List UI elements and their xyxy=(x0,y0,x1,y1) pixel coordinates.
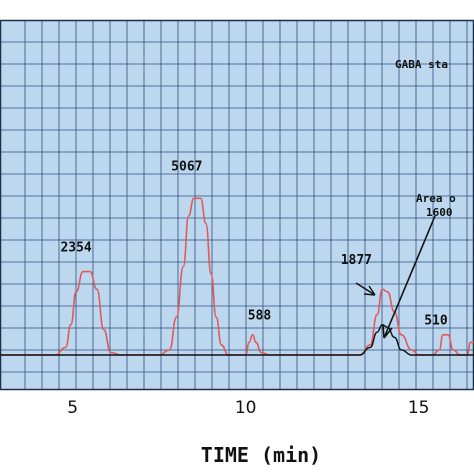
peak-label: 2354 xyxy=(60,240,91,255)
peak-labels: 2354 5067 588 1877 510 xyxy=(60,159,447,328)
x-tick-label: 15 xyxy=(408,398,430,418)
x-tick-labels: 5 10 15 xyxy=(67,398,429,418)
x-tick-label: 5 xyxy=(67,398,78,418)
series-layer xyxy=(0,197,474,356)
annotation-standard: GABA sta xyxy=(395,58,448,71)
peak-1877-arrow xyxy=(355,282,376,296)
x-axis-label: TIME (min) xyxy=(201,443,321,467)
chromatogram-trace-black xyxy=(0,323,474,356)
area-pointer-arrow xyxy=(382,215,436,339)
annotation-arrows xyxy=(355,215,436,339)
x-tick-label: 10 xyxy=(235,398,257,418)
peak-label: 1877 xyxy=(341,253,372,268)
peak-label: 588 xyxy=(248,309,272,324)
peak-label: 5067 xyxy=(171,159,202,174)
peak-label: 510 xyxy=(424,314,448,329)
plot-background xyxy=(0,20,474,390)
annotation-area-line1: Area o xyxy=(416,192,456,205)
annotation-area-line2: 1600 xyxy=(426,206,453,219)
